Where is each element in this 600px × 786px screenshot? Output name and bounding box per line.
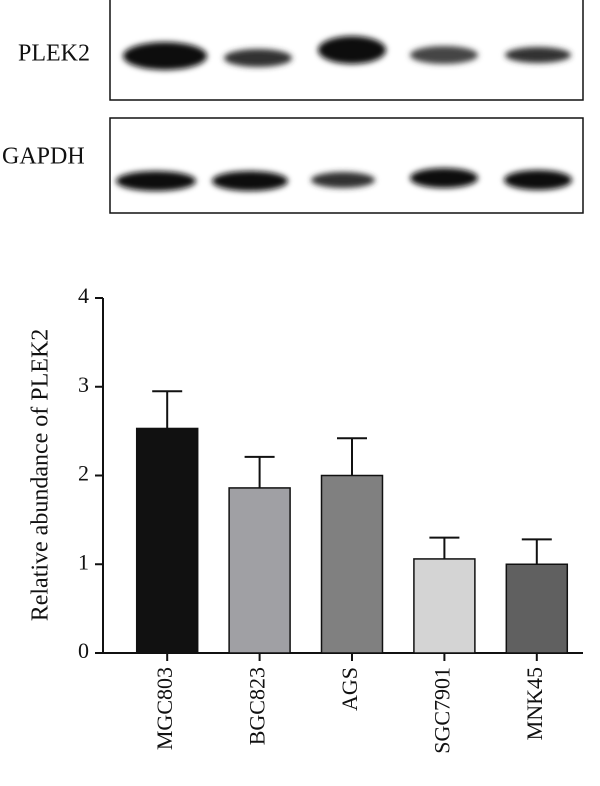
x-tick-label: MGC803 xyxy=(152,667,177,750)
bar xyxy=(228,487,291,654)
x-tick-label: MNK45 xyxy=(522,667,547,740)
y-tick-label: 0 xyxy=(78,638,89,663)
bar xyxy=(413,558,476,654)
x-tick-label: SGC7901 xyxy=(429,667,454,754)
blot-panel xyxy=(109,0,584,214)
y-tick-label: 4 xyxy=(78,283,89,308)
bar xyxy=(320,474,384,654)
x-tick-label: BGC823 xyxy=(245,667,270,745)
y-axis-label: Relative abundance of PLEK2 xyxy=(28,329,54,622)
y-tick-label: 3 xyxy=(78,372,89,397)
y-tick-label: 1 xyxy=(78,549,89,574)
blot-label: GAPDH xyxy=(2,144,85,170)
blot-label: PLEK2 xyxy=(18,41,90,67)
bar xyxy=(505,563,569,654)
y-tick-label: 2 xyxy=(78,461,89,486)
bar xyxy=(135,427,199,654)
x-tick-label: AGS xyxy=(337,667,362,711)
